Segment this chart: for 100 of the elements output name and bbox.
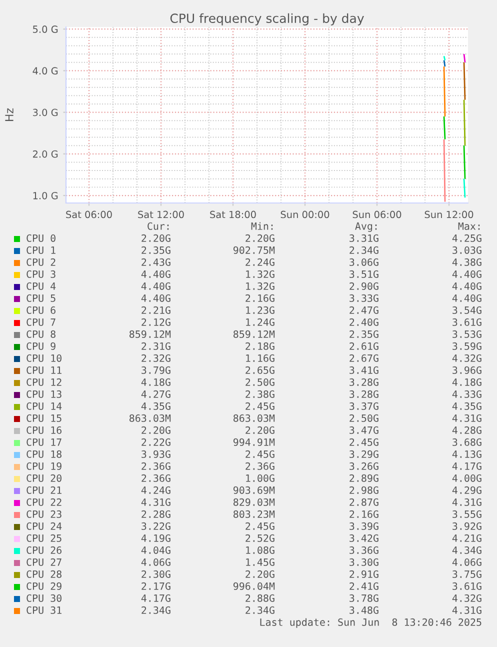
text: 2.65G xyxy=(246,366,274,374)
text: 4.25G xyxy=(452,234,482,242)
text: 2.12G xyxy=(142,318,170,326)
text: 4.06G xyxy=(452,558,482,566)
text: 4.19G xyxy=(141,534,170,542)
text: 4.38G xyxy=(452,258,482,266)
text: 4.24G xyxy=(141,486,170,494)
legend-label: CPU 13 xyxy=(26,390,62,398)
text: 2.34G xyxy=(142,606,170,614)
text: 3.61G xyxy=(452,318,482,326)
text: 2.50G xyxy=(246,378,274,386)
x-tick-label: Sat 06:00 xyxy=(66,210,112,218)
text: 4.04G xyxy=(141,546,170,554)
text: 3.92G xyxy=(452,522,482,530)
legend-label: CPU 14 xyxy=(26,402,62,410)
text: 4.17G xyxy=(141,594,170,602)
text: 4.40G xyxy=(452,294,482,302)
text: 4.21G xyxy=(452,534,482,542)
text: 1.08G xyxy=(246,546,274,554)
text: 4.29G xyxy=(452,486,482,494)
text: 2.67G xyxy=(350,354,378,362)
text: 4.31G xyxy=(452,414,482,422)
text: 2.20G xyxy=(246,570,274,578)
text: 4.35G xyxy=(452,402,482,410)
text: 4.32G xyxy=(452,594,482,602)
text: 2.17G xyxy=(142,582,170,590)
text: 2.88G xyxy=(246,594,274,602)
text: 2.20G xyxy=(142,426,170,434)
text: 3.75G xyxy=(452,570,482,578)
legend-label: CPU 12 xyxy=(26,378,62,386)
text: 2.16G xyxy=(246,294,274,302)
text: 994.91M xyxy=(233,438,275,446)
text: 3.30G xyxy=(350,558,378,566)
legend-label: CPU 24 xyxy=(26,522,62,530)
text: Min: xyxy=(251,222,273,230)
text: 2.91G xyxy=(350,570,378,578)
text: 4.06G xyxy=(141,558,170,566)
legend-label: CPU 28 xyxy=(26,570,62,578)
text: 3.36G xyxy=(350,546,378,554)
text: 3.33G xyxy=(350,294,378,302)
text: 2.34G xyxy=(350,246,378,254)
text: 4.34G xyxy=(452,546,482,554)
text: 2.16G xyxy=(350,510,378,518)
text: 2.35G xyxy=(350,330,378,338)
legend-label: CPU 10 xyxy=(26,354,62,362)
text: 4.40G xyxy=(141,282,170,290)
text: 2.90G xyxy=(350,282,378,290)
legend-label: CPU 3 xyxy=(26,270,56,278)
text: 2.24G xyxy=(246,258,274,266)
text: 3.53G xyxy=(452,330,482,338)
text: 2.98G xyxy=(350,486,378,494)
text: Last update: Sun Jun 8 13:20:46 2025 xyxy=(260,618,482,628)
text: 4.00G xyxy=(452,474,482,482)
text: 1.32G xyxy=(246,282,274,290)
text: 2.36G xyxy=(142,474,170,482)
legend-label: CPU 31 xyxy=(26,606,62,614)
text: 4.32G xyxy=(452,354,482,362)
text: 1.00G xyxy=(246,474,274,482)
text: Cur: xyxy=(148,222,169,230)
legend-label: CPU 9 xyxy=(26,342,56,350)
text: 2.20G xyxy=(246,234,274,242)
text: 2.43G xyxy=(142,258,170,266)
text: 1.23G xyxy=(246,306,274,314)
text: 4.40G xyxy=(141,294,170,302)
text: 3.78G xyxy=(350,594,378,602)
text: 4.31G xyxy=(452,498,482,506)
text: 3.41G xyxy=(350,366,378,374)
text: 3.26G xyxy=(350,462,378,470)
y-tick-label: 1.0 G xyxy=(33,192,58,200)
text: 3.47G xyxy=(350,426,378,434)
text: 4.18G xyxy=(452,378,482,386)
legend-label: CPU 1 xyxy=(26,246,56,254)
text: 3.61G xyxy=(452,582,482,590)
text: 2.45G xyxy=(350,438,378,446)
text: 4.17G xyxy=(452,462,482,470)
text: 3.54G xyxy=(452,306,482,314)
text: 2.30G xyxy=(142,570,170,578)
legend-label: CPU 17 xyxy=(26,438,62,446)
text: 4.13G xyxy=(452,450,482,458)
text: 2.87G xyxy=(350,498,378,506)
text: 903.69M xyxy=(233,486,275,494)
legend-label: CPU 26 xyxy=(26,546,62,554)
x-tick-label: Sun 00:00 xyxy=(280,210,330,218)
legend-label: CPU 29 xyxy=(26,582,62,590)
x-tick-label: Sat 12:00 xyxy=(138,210,184,218)
text: 4.35G xyxy=(141,402,170,410)
text: 1.16G xyxy=(246,354,274,362)
text: 2.50G xyxy=(350,414,378,422)
text: 2.28G xyxy=(142,510,170,518)
legend-label: CPU 6 xyxy=(26,306,56,314)
text: 2.22G xyxy=(142,438,170,446)
legend-label: CPU 18 xyxy=(26,450,62,458)
text: 2.36G xyxy=(246,462,274,470)
text: 3.06G xyxy=(350,258,378,266)
legend-label: CPU 4 xyxy=(26,282,56,290)
legend-label: CPU 25 xyxy=(26,534,62,542)
text: 3.51G xyxy=(350,270,378,278)
text: 3.59G xyxy=(452,342,482,350)
text: 902.75M xyxy=(233,246,275,254)
legend-label: CPU 5 xyxy=(26,294,56,302)
